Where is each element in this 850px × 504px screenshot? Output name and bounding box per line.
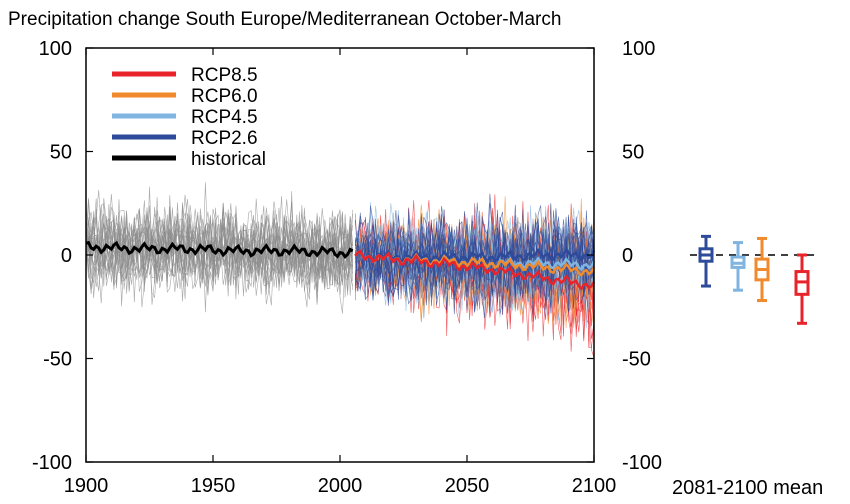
box-rcp60 [754,236,770,303]
y-tick-label-right: -50 [622,349,651,371]
y-tick-label-right: 100 [622,38,655,60]
y-tick-label-left: 50 [50,142,72,164]
box-rcp85 [794,253,810,325]
legend-label: historical [191,149,266,170]
series-line-rcp85 [354,249,596,291]
y-tick-label-left: 0 [61,245,72,267]
y-tick-label-left: 100 [39,38,72,60]
legend-label: RCP6.0 [191,86,258,107]
x-tick-label: 1950 [191,475,236,497]
box-panel-label: 2081-2100 mean [672,477,823,499]
axes: 1900 1950 2000 2050 2100-100 -100-50 -500 050 50… [32,38,662,497]
legend-label: RCP8.5 [191,65,258,86]
x-tick-label: 2000 [318,475,363,497]
box-rcp26 [698,234,714,288]
y-tick-label-right: 0 [622,245,633,267]
x-tick-label: 2100 [572,475,617,497]
box-panel [690,234,815,325]
historical-member [85,206,353,289]
y-tick-label-left: -50 [43,349,72,371]
chart-title: Precipitation change South Europe/Medite… [8,9,561,30]
box-rcp45 [730,241,746,292]
x-tick-label: 1900 [64,475,109,497]
series-lines [85,240,596,291]
x-tick-label: 2050 [445,475,490,497]
legend-label: RCP2.6 [191,128,258,149]
rcp26-member [354,204,595,319]
series-line-historical [85,240,354,260]
y-tick-label-right: 50 [622,142,644,164]
series-line-rcp26 [354,247,596,264]
ensemble-members [85,182,595,359]
y-tick-label-right: -100 [622,452,662,474]
y-tick-label-left: -100 [32,452,72,474]
legend-label: RCP4.5 [191,107,258,128]
